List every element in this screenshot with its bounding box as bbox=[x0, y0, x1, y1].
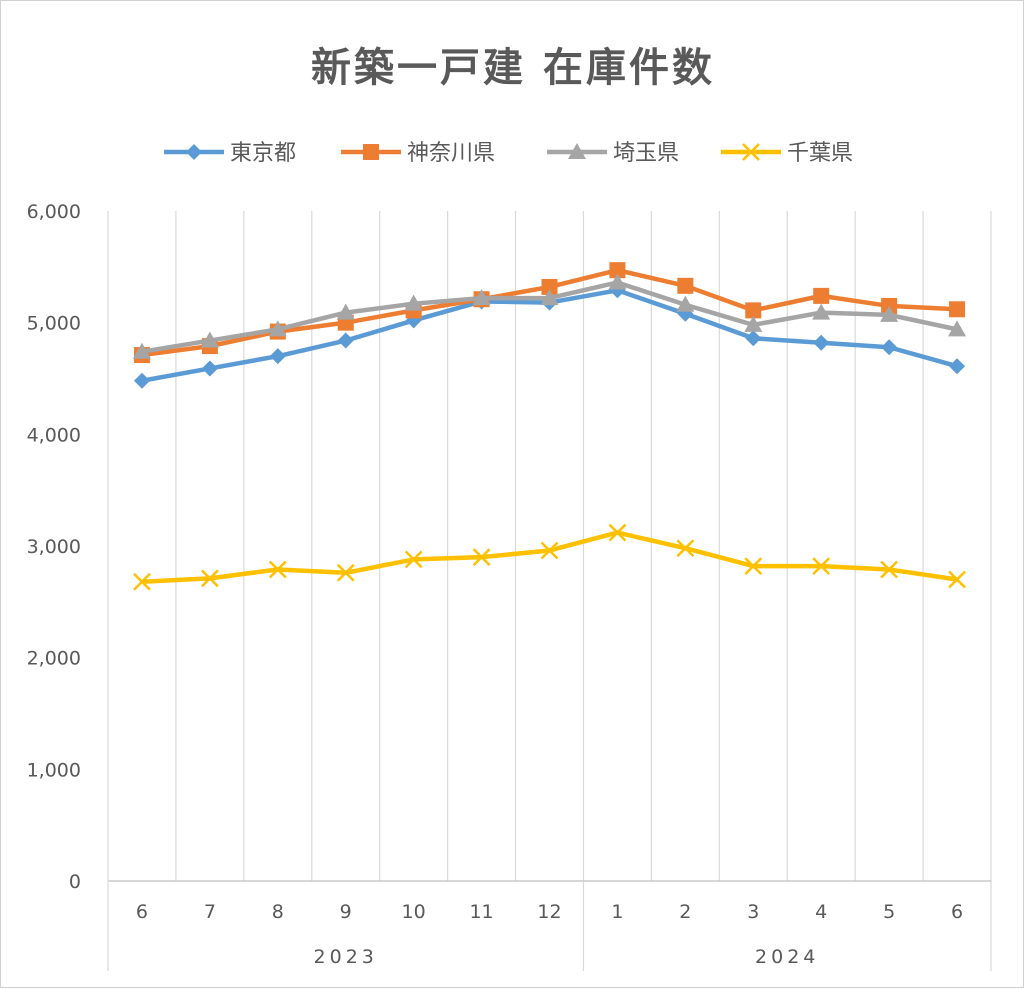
x-tick-label: 11 bbox=[469, 901, 493, 923]
y-tick-label: 3,000 bbox=[27, 536, 81, 558]
data-point-x-stroke bbox=[133, 572, 151, 591]
data-point-x-stroke bbox=[608, 523, 627, 542]
series-x bbox=[133, 523, 966, 591]
data-point-x-stroke bbox=[676, 539, 695, 558]
data-point-x-stroke bbox=[268, 560, 287, 579]
data-point-triangle bbox=[472, 289, 491, 306]
data-point-x bbox=[336, 563, 355, 582]
legend-label: 神奈川県 bbox=[407, 141, 495, 166]
data-point-triangle bbox=[404, 294, 423, 311]
data-point-x bbox=[404, 550, 423, 569]
legend-item: 埼玉県 bbox=[547, 141, 679, 166]
series-group bbox=[132, 262, 967, 591]
legend-label: 千葉県 bbox=[787, 141, 853, 166]
data-point-diamond bbox=[269, 348, 286, 365]
y-axis: 0 1,000 2,000 3,000 4,000 5,000 6,000 bbox=[27, 201, 81, 893]
data-point-square bbox=[609, 262, 626, 279]
y-tick-label: 2,000 bbox=[27, 648, 81, 670]
data-point-diamond bbox=[337, 332, 354, 349]
data-point-x bbox=[744, 557, 763, 575]
y-tick-label: 6,000 bbox=[27, 201, 81, 223]
data-point-x-stroke bbox=[744, 557, 763, 575]
data-point-diamond bbox=[813, 334, 830, 351]
x-tick-label: 6 bbox=[136, 901, 148, 923]
data-point-diamond bbox=[133, 372, 150, 389]
legend-item: 東京都 bbox=[164, 141, 296, 166]
data-point-triangle bbox=[608, 273, 627, 290]
data-point-x bbox=[268, 560, 287, 579]
data-point-x bbox=[472, 548, 491, 567]
x-tick-label: 5 bbox=[883, 901, 895, 923]
data-point-square bbox=[949, 301, 966, 318]
data-point-triangle bbox=[540, 289, 559, 306]
grid-lines bbox=[107, 211, 992, 882]
data-point-diamond bbox=[949, 358, 966, 375]
data-point-x bbox=[812, 557, 831, 575]
x-tick-label: 7 bbox=[204, 901, 216, 923]
x-tick-label: 10 bbox=[402, 901, 426, 923]
legend-item: 千葉県 bbox=[721, 141, 853, 166]
data-point-x bbox=[880, 560, 898, 579]
data-point-square bbox=[677, 277, 694, 294]
legend-label: 埼玉県 bbox=[613, 141, 679, 166]
data-point-diamond bbox=[745, 330, 762, 347]
legend-item: 神奈川県 bbox=[341, 141, 495, 166]
data-point-x-stroke bbox=[472, 548, 491, 567]
data-point-x bbox=[201, 569, 219, 588]
data-point-triangle bbox=[676, 295, 695, 312]
data-point-square bbox=[541, 278, 558, 295]
x-tick-label: 4 bbox=[815, 901, 827, 923]
data-point-x bbox=[540, 541, 559, 560]
data-point-x-stroke bbox=[404, 550, 423, 569]
data-point-x-stroke bbox=[201, 569, 219, 588]
series-line bbox=[141, 530, 958, 584]
data-point-triangle bbox=[336, 303, 355, 320]
x-tick-label: 8 bbox=[272, 901, 284, 923]
legend-label: 東京都 bbox=[230, 141, 296, 166]
series-triangle bbox=[132, 273, 967, 359]
data-point-x bbox=[608, 523, 627, 542]
data-point-diamond bbox=[201, 360, 218, 377]
year-label: 2024 bbox=[755, 946, 819, 968]
x-tick-label: 2 bbox=[679, 901, 691, 923]
data-point-triangle bbox=[568, 143, 586, 159]
data-point-triangle bbox=[948, 320, 967, 337]
x-tick-label: 6 bbox=[951, 901, 963, 923]
data-point-x bbox=[742, 143, 760, 161]
data-point-x-stroke bbox=[812, 557, 831, 575]
y-tick-label: 0 bbox=[69, 871, 81, 893]
chart-title: 新築一戸建 在庫件数 bbox=[311, 45, 715, 91]
x-tick-label: 12 bbox=[537, 901, 561, 923]
data-point-triangle bbox=[132, 342, 151, 359]
data-point-x-stroke bbox=[336, 563, 355, 582]
data-point-x-stroke bbox=[540, 541, 559, 560]
data-point-x-stroke bbox=[742, 143, 760, 161]
data-point-triangle bbox=[268, 320, 287, 337]
y-tick-label: 5,000 bbox=[27, 313, 81, 335]
x-tick-label: 1 bbox=[611, 901, 623, 923]
x-tick-label: 3 bbox=[747, 901, 759, 923]
x-tick-label: 9 bbox=[340, 901, 352, 923]
data-point-square bbox=[363, 144, 379, 160]
data-point-triangle bbox=[880, 305, 899, 322]
data-point-x bbox=[133, 572, 151, 591]
data-point-x-stroke bbox=[948, 570, 966, 589]
y-tick-label: 1,000 bbox=[27, 759, 81, 781]
data-point-triangle bbox=[744, 315, 763, 332]
data-point-square bbox=[813, 287, 830, 304]
data-point-triangle bbox=[200, 331, 219, 348]
year-label: 2023 bbox=[314, 946, 378, 968]
data-point-triangle bbox=[812, 303, 831, 320]
y-tick-label: 4,000 bbox=[27, 424, 81, 446]
data-point-diamond bbox=[186, 144, 202, 160]
data-point-x bbox=[948, 570, 966, 589]
data-point-x bbox=[676, 539, 695, 558]
data-point-x-stroke bbox=[880, 560, 898, 579]
data-point-square bbox=[745, 302, 762, 319]
data-point-diamond bbox=[881, 339, 898, 356]
legend: 東京都 神奈川県 埼玉県 千葉県 bbox=[164, 141, 853, 166]
